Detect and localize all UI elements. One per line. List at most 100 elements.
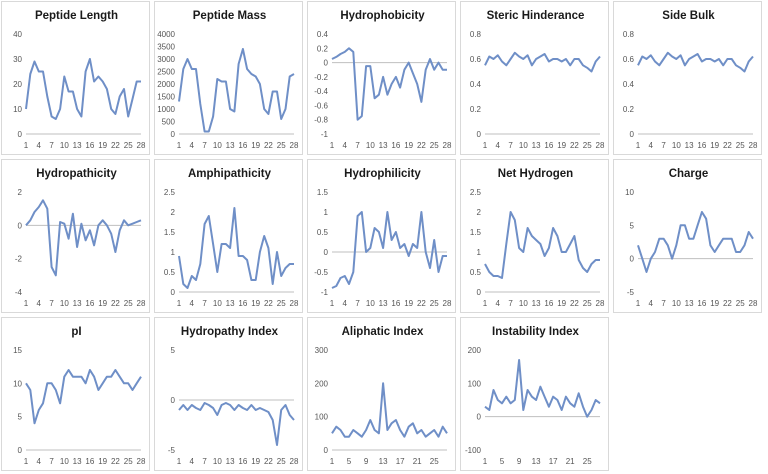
- y-tick-label: 0.4: [470, 80, 482, 89]
- y-tick-label: 0.2: [623, 105, 635, 114]
- x-tick-label: 7: [202, 299, 207, 308]
- x-tick-label: 13: [379, 141, 388, 150]
- x-tick-label: 28: [596, 141, 605, 150]
- y-tick-label: 0.6: [470, 55, 482, 64]
- y-tick-label: 100: [315, 413, 329, 422]
- x-tick-label: 22: [723, 141, 732, 150]
- y-tick-label: 2500: [157, 68, 175, 77]
- chart-title: Aliphatic Index: [342, 326, 424, 338]
- x-tick-label: 1: [330, 457, 335, 466]
- y-tick-label: -4: [15, 288, 23, 297]
- x-tick-label: 10: [519, 299, 528, 308]
- x-tick-label: 22: [264, 457, 273, 466]
- x-tick-label: 13: [532, 141, 541, 150]
- x-tick-label: 28: [137, 141, 146, 150]
- x-tick-label: 13: [532, 457, 541, 466]
- y-tick-label: 0.2: [470, 105, 482, 114]
- y-tick-label: 20: [13, 80, 22, 89]
- y-tick-label: 3500: [157, 43, 175, 52]
- x-tick-label: 25: [736, 141, 745, 150]
- x-tick-label: 25: [124, 457, 133, 466]
- x-tick-label: 7: [508, 141, 513, 150]
- x-tick-label: 1: [636, 141, 641, 150]
- series-line: [484, 359, 601, 418]
- x-tick-label: 17: [549, 457, 558, 466]
- y-tick-label: 1.5: [470, 228, 482, 237]
- x-tick-label: 22: [264, 141, 273, 150]
- x-tick-label: 25: [124, 141, 133, 150]
- x-tick-label: 7: [49, 457, 54, 466]
- chart-svg: pI 0 5 10 15 1 4 7 10 13 16 19 22 25 28: [13, 326, 146, 466]
- y-tick-label: 2.5: [470, 188, 482, 197]
- y-tick-label: -1: [321, 288, 329, 297]
- y-tick-label: 0: [324, 248, 329, 257]
- y-tick-label: 1: [324, 208, 329, 217]
- x-tick-label: 16: [544, 299, 553, 308]
- x-tick-label: 28: [749, 299, 758, 308]
- x-tick-label: 7: [202, 141, 207, 150]
- x-tick-label: 19: [98, 299, 107, 308]
- x-tick-label: 22: [111, 457, 120, 466]
- x-tick-label: 16: [85, 457, 94, 466]
- x-tick-label: 16: [391, 299, 400, 308]
- x-tick-label: 16: [697, 141, 706, 150]
- x-tick-label: 25: [430, 141, 439, 150]
- y-tick-label: 0.5: [317, 228, 329, 237]
- x-tick-label: 28: [290, 457, 299, 466]
- x-tick-label: 4: [496, 141, 501, 150]
- x-tick-label: 7: [661, 141, 666, 150]
- x-tick-label: 10: [672, 299, 681, 308]
- x-tick-label: 25: [583, 457, 592, 466]
- series-line: [331, 211, 447, 289]
- x-tick-label: 16: [85, 141, 94, 150]
- x-tick-label: 13: [379, 299, 388, 308]
- series-line: [484, 51, 601, 73]
- x-tick-label: 7: [355, 299, 360, 308]
- x-tick-label: 21: [566, 457, 575, 466]
- y-tick-label: -1: [321, 130, 329, 139]
- x-tick-label: 25: [583, 299, 592, 308]
- x-tick-label: 1: [483, 299, 488, 308]
- x-tick-label: 5: [347, 457, 352, 466]
- x-tick-label: 13: [226, 141, 235, 150]
- x-tick-label: 25: [124, 299, 133, 308]
- x-tick-label: 21: [413, 457, 422, 466]
- y-tick-label: 0: [477, 413, 482, 422]
- chart-panel: Hydrophobicity -1 -0.8 -0.6 -0.4 -0.2 0 0.2 0.4 1…: [307, 1, 456, 155]
- x-tick-label: 25: [277, 141, 286, 150]
- x-tick-label: 4: [190, 457, 195, 466]
- x-tick-label: 16: [238, 299, 247, 308]
- chart-title: Side Bulk: [662, 10, 715, 22]
- chart-svg: Hydrophilicity-1-0.500.511.51 4 7 10 13 16 19 2…: [314, 168, 452, 308]
- x-tick-label: 19: [98, 141, 107, 150]
- y-tick-label: 0.4: [623, 80, 635, 89]
- chart-svg: Side Bulk 0 0.2 0.4 0.6 0.8 1 4 7 10 13 16 19 22 25 28: [623, 10, 758, 150]
- chart-title: Steric Hinderance: [487, 10, 585, 22]
- x-tick-label: 7: [49, 299, 54, 308]
- x-tick-label: 10: [213, 141, 222, 150]
- y-tick-label: -0.5: [314, 268, 328, 277]
- x-tick-label: 16: [544, 141, 553, 150]
- x-tick-label: 10: [672, 141, 681, 150]
- y-tick-label: 10: [625, 188, 634, 197]
- x-tick-label: 13: [379, 457, 388, 466]
- x-tick-label: 25: [736, 299, 745, 308]
- x-tick-label: 28: [137, 457, 146, 466]
- chart-panel: Net Hydrogen 0 0.5 1 1.5 2 2.5 1 4 7 10 13 16 19 22 25 2…: [460, 159, 609, 313]
- chart-panel: Peptide Length 0 10 20 30 40 1 4 7 10 13 16 19 22 25 28: [1, 1, 150, 155]
- series-line: [178, 48, 295, 133]
- x-tick-label: 25: [583, 141, 592, 150]
- y-tick-label: 0: [171, 288, 176, 297]
- x-tick-label: 13: [73, 299, 82, 308]
- x-tick-label: 10: [213, 457, 222, 466]
- y-tick-label: 0: [477, 130, 482, 139]
- y-tick-label: 1.5: [164, 228, 176, 237]
- x-tick-label: 22: [111, 141, 120, 150]
- series-line: [178, 207, 294, 289]
- x-tick-label: 13: [685, 299, 694, 308]
- y-tick-label: 10: [13, 379, 22, 388]
- x-tick-label: 4: [37, 457, 42, 466]
- chart-panel: Charge -5 0 5 10 1 4 7 10 13 16 19 22 25 28: [613, 159, 762, 313]
- x-tick-label: 17: [396, 457, 405, 466]
- y-tick-label: 2000: [157, 80, 175, 89]
